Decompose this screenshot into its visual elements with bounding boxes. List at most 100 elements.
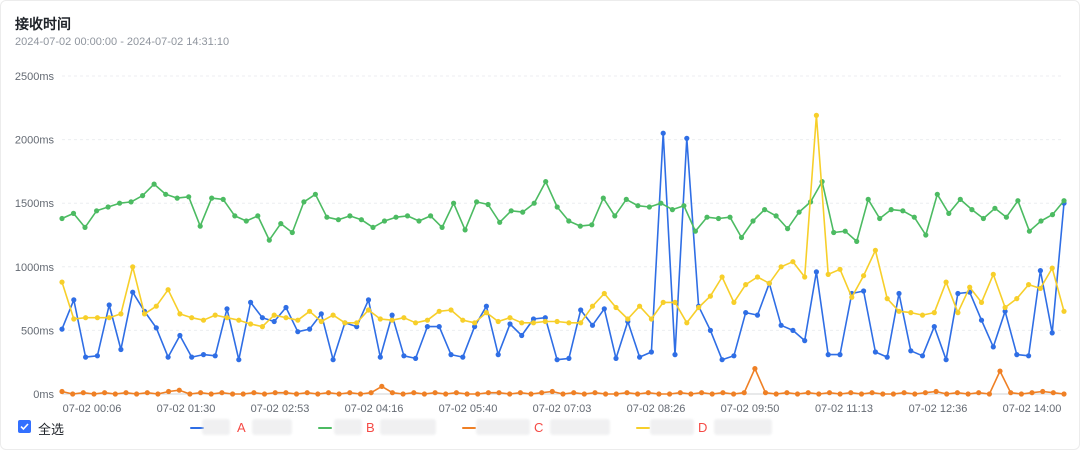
data-point-d: [507, 315, 513, 321]
data-point-c: [464, 391, 470, 397]
legend-item-d[interactable]: D: [636, 418, 776, 438]
data-point-a: [802, 338, 808, 344]
data-point-b: [1003, 214, 1010, 220]
data-point-c: [315, 391, 321, 397]
y-tick-label: 2000ms: [15, 135, 55, 147]
data-point-a: [448, 352, 454, 358]
data-point-b: [1015, 198, 1021, 204]
data-point-a: [648, 349, 655, 355]
x-tick-label: 07-02 02:53: [251, 403, 310, 415]
data-point-d: [165, 287, 171, 293]
data-point-b: [301, 199, 307, 205]
data-point-c: [1008, 390, 1014, 396]
data-point-a: [436, 324, 442, 330]
data-point-a: [283, 304, 289, 311]
data-point-d: [389, 317, 395, 323]
data-point-b: [785, 226, 791, 232]
data-point-c: [560, 391, 566, 397]
data-point-a: [566, 355, 572, 361]
data-point-a: [59, 326, 65, 332]
data-point-b: [335, 217, 341, 223]
data-point-c: [400, 391, 406, 397]
data-point-c: [699, 390, 705, 396]
data-point-c: [1061, 391, 1067, 397]
legend-item-b[interactable]: B: [318, 418, 438, 438]
legend-label-d: D: [698, 420, 708, 435]
data-point-a: [71, 297, 77, 303]
data-point-a: [990, 344, 996, 350]
data-point-a: [637, 354, 643, 360]
data-point-c: [869, 390, 875, 396]
select-all-checkbox[interactable]: [18, 420, 31, 433]
data-point-b: [370, 224, 376, 230]
data-point-a: [825, 352, 831, 358]
data-point-d: [330, 312, 336, 318]
data-point-c: [155, 391, 161, 397]
data-point-b: [278, 221, 284, 227]
data-point-a: [189, 354, 195, 360]
select-all-label[interactable]: 全选: [38, 422, 65, 437]
data-point-b: [865, 196, 871, 202]
y-tick-label: 1000ms: [15, 262, 55, 274]
data-point-c: [208, 391, 214, 397]
data-point-a: [813, 269, 820, 275]
data-point-d: [943, 279, 949, 285]
data-point-a: [200, 352, 207, 358]
data-point-a: [483, 303, 489, 309]
data-point-a: [672, 352, 678, 358]
data-point-b: [980, 215, 987, 222]
data-point-c: [890, 391, 897, 397]
data-point-b: [474, 199, 480, 205]
data-point-a: [978, 317, 985, 323]
data-point-d: [472, 320, 478, 326]
data-point-a: [377, 354, 383, 360]
data-point-d: [153, 303, 159, 309]
data-point-a: [365, 297, 372, 303]
line-chart: 0ms 500ms 1000ms 1500ms 2000ms 2500ms 07-02 00…: [15, 71, 1067, 415]
legend-label-c: C: [534, 420, 544, 435]
data-point-c: [432, 390, 438, 396]
data-point-a: [707, 327, 714, 333]
data-point-d: [342, 320, 348, 326]
data-point-c: [784, 390, 790, 396]
data-point-c: [997, 368, 1003, 374]
data-point-c: [731, 391, 737, 397]
data-point-d: [448, 307, 454, 313]
data-point-c: [816, 391, 822, 397]
x-tick-label: 07-02 05:40: [439, 403, 498, 415]
data-point-a: [236, 357, 242, 363]
data-point-a: [1002, 308, 1008, 314]
data-point-a: [578, 307, 584, 313]
data-point-c: [347, 390, 353, 396]
data-point-b: [854, 238, 860, 244]
chart-title: 接收时间: [15, 16, 71, 32]
data-point-c: [1050, 390, 1056, 396]
data-point-b: [842, 228, 848, 234]
data-point-c: [1018, 391, 1024, 397]
data-point-c: [933, 388, 939, 395]
data-point-c: [240, 391, 246, 397]
data-point-c: [379, 383, 385, 389]
legend-item-a[interactable]: A: [190, 418, 300, 438]
data-point-b: [715, 215, 722, 222]
x-tick-label: 07-02 12:36: [909, 403, 968, 415]
data-point-a: [507, 321, 513, 327]
legend-line-d: [636, 427, 650, 429]
data-point-b: [255, 213, 261, 219]
data-point-b: [946, 210, 952, 216]
data-point-c: [475, 391, 481, 397]
data-point-d: [696, 304, 702, 311]
data-point-a: [896, 290, 902, 297]
data-point-b: [117, 200, 123, 206]
data-point-b: [128, 199, 134, 205]
data-point-a: [1026, 353, 1032, 359]
data-point-b: [969, 207, 975, 213]
data-point-c: [805, 390, 811, 396]
legend-item-c[interactable]: C: [462, 418, 612, 438]
data-point-d: [1049, 265, 1055, 271]
x-tick-label: 07-02 09:50: [721, 403, 780, 415]
data-point-a: [1049, 330, 1055, 336]
data-point-b: [59, 215, 65, 222]
data-point-c: [283, 390, 289, 396]
data-point-d: [955, 310, 961, 316]
